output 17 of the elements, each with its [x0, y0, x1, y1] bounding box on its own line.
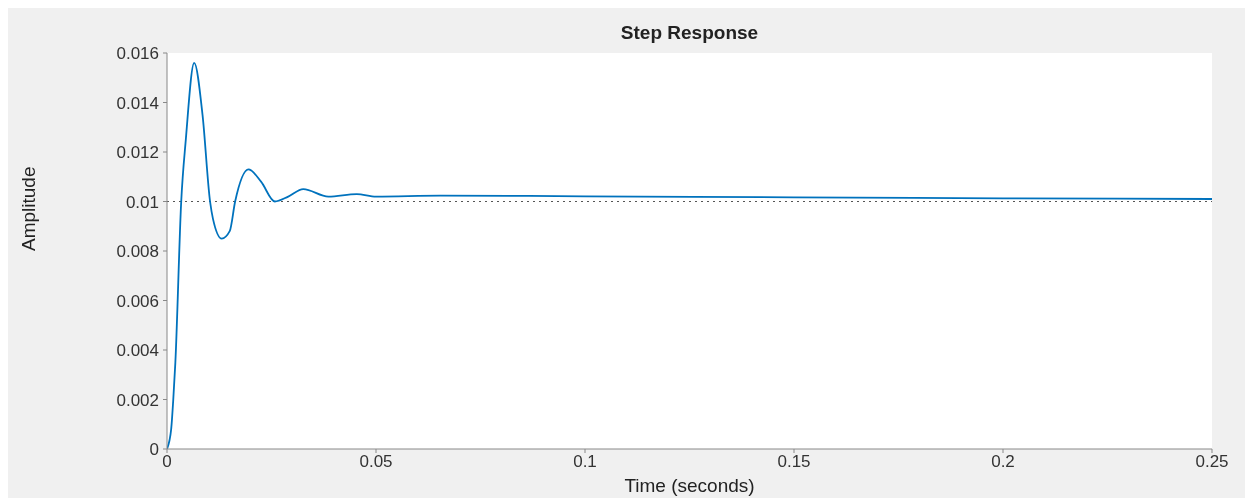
y-tick-label: 0.006 [116, 291, 159, 311]
x-tick-label: 0.2 [991, 452, 1015, 472]
y-tick-label: 0.012 [116, 143, 159, 163]
y-tick-label: 0.016 [116, 44, 159, 64]
x-tick-label: 0.05 [359, 452, 393, 472]
y-tick-label: 0.014 [116, 93, 159, 113]
y-tick-label: 0.01 [125, 192, 159, 212]
y-tick-label: 0.002 [116, 390, 159, 410]
y-tick-label: 0.008 [116, 242, 159, 262]
x-tick-label: 0.25 [1195, 452, 1229, 472]
y-tick-label: 0.004 [116, 341, 159, 361]
x-tick-label: 0 [162, 452, 172, 472]
x-tick-label: 0.15 [777, 452, 811, 472]
y-axis-title: Amplitude [17, 166, 39, 251]
chart-title: Step Response [619, 22, 760, 44]
x-tick-label: 0.1 [573, 452, 597, 472]
x-axis-title: Time (seconds) [624, 475, 755, 496]
